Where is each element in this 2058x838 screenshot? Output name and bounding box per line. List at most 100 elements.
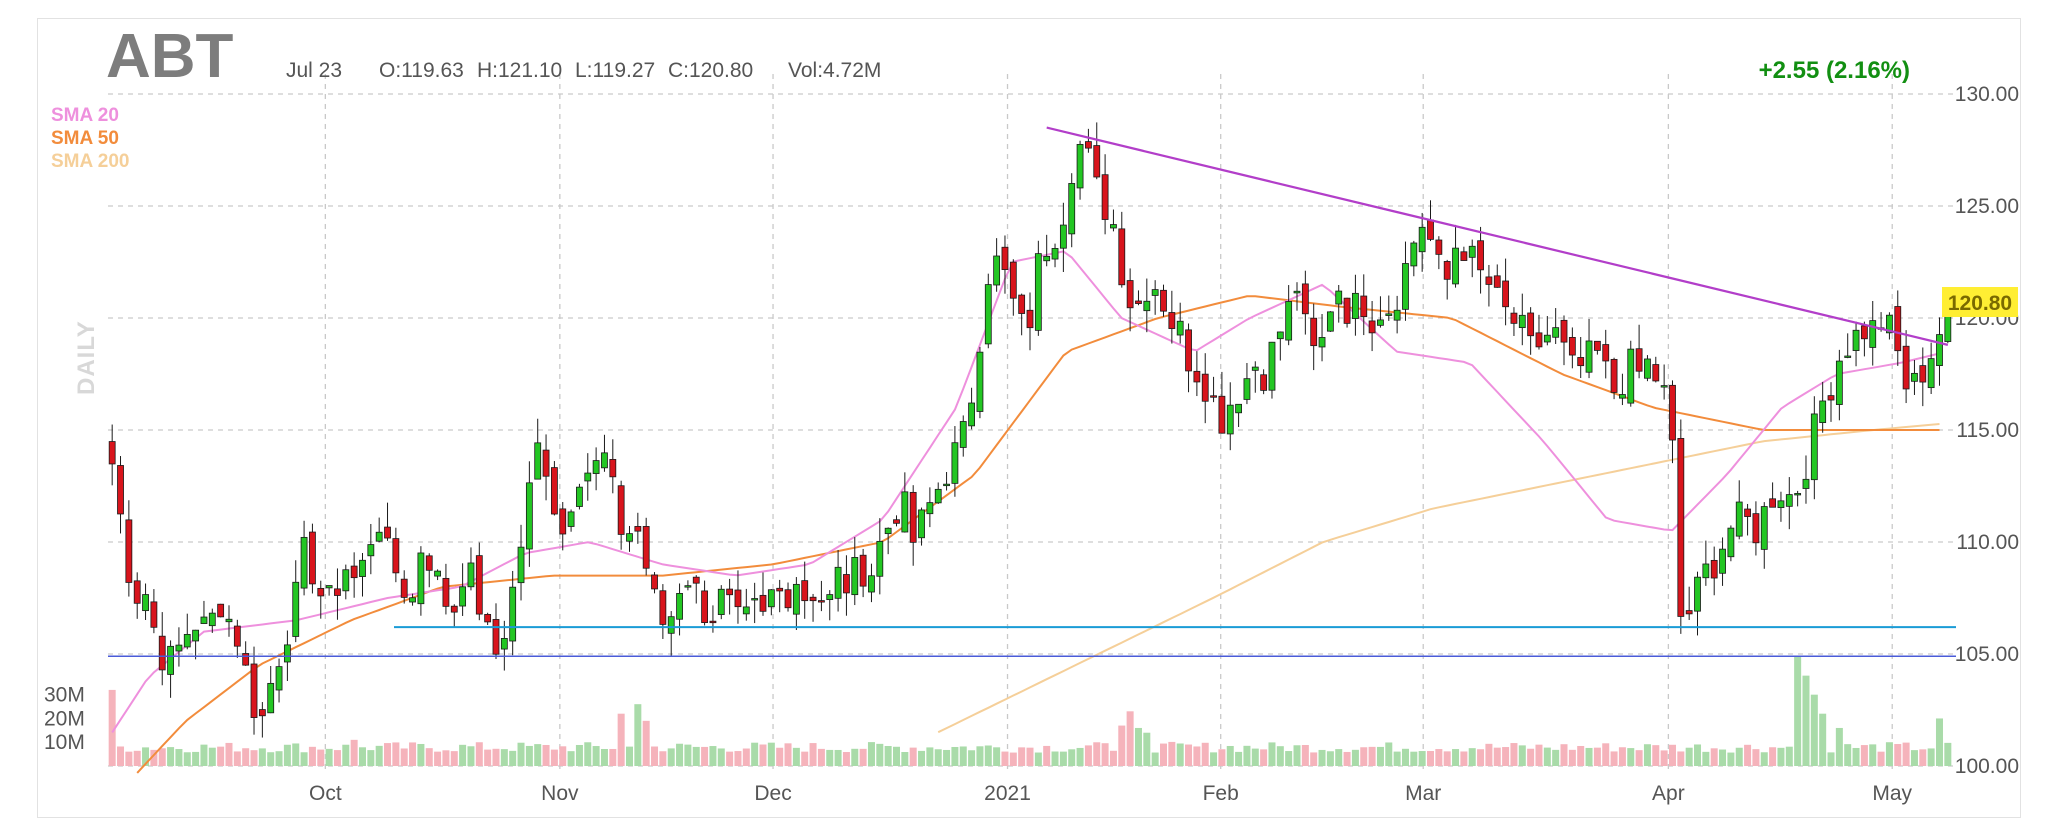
volume-bar [1794,656,1802,766]
candle-body [1819,400,1827,424]
volume-bar [1301,744,1309,766]
volume-bar [1535,744,1543,766]
candle-down [542,434,550,501]
volume-bar [943,749,951,766]
candle-up [1402,241,1409,321]
volume-bar [233,751,241,766]
candle-body [859,554,867,587]
volume-bar [1577,745,1585,766]
candle-up [1543,316,1551,346]
candle-up [1151,280,1159,315]
candle-up [901,472,909,533]
candle-up [826,590,834,621]
candle-body [1669,384,1676,441]
volume-bar [275,751,283,766]
candle-body [1844,355,1852,358]
candle-body [576,486,583,507]
candle-down [734,570,742,624]
candle-body [1644,358,1651,379]
candle-down [1168,290,1176,344]
candle-body [450,605,458,613]
candle-body [1201,373,1209,402]
volume-bar [1810,694,1818,766]
volume-bar [1502,747,1510,766]
candle-body [325,585,333,589]
candle-up [1243,363,1251,405]
volume-bar [1752,749,1760,766]
candle-up [1059,202,1067,272]
candle-body [1034,253,1042,331]
volume-bar [600,748,608,766]
candle-down [634,512,642,544]
candle-up [225,605,233,637]
volume-bar [1168,741,1176,766]
candle-up [342,564,350,600]
candle-body [1343,297,1351,324]
volume-bar [208,747,216,766]
candle-body [976,351,984,412]
candle-down [1310,303,1318,371]
candle-body [1293,290,1301,294]
volume-bar [1710,748,1718,766]
candle-body [1552,327,1560,338]
candle-body [1886,314,1893,334]
candle-body [1135,300,1142,304]
candle-up [851,537,859,606]
candle-body [1535,332,1543,348]
candle-down [1919,347,1927,407]
candle-body [759,594,767,612]
candle-body [1151,289,1159,296]
volume-bar [1226,745,1234,766]
volume-bars [108,656,1952,766]
volume-bar [1668,744,1676,766]
volume-bar [434,751,442,766]
volume-bar [158,748,166,766]
candle-body [1009,261,1017,299]
candle-body [1076,143,1084,189]
candle-body [167,645,174,675]
candle-body [1627,348,1635,404]
candle-down [1477,226,1484,294]
candle-body [1301,283,1309,315]
volume-bar [1460,751,1468,766]
candle-body [183,633,191,648]
candle-up [200,600,208,624]
volume-bar [1410,751,1418,766]
candle-body [1710,559,1718,579]
open-value: O:119.63 [379,59,464,82]
candle-body [868,575,875,593]
volume-bar [1243,745,1251,766]
candle-up [1235,403,1243,428]
candle-up [1468,239,1476,278]
volume-bar [534,744,542,766]
volume-bar [1151,752,1159,766]
volume-bar [667,748,675,766]
candle-up [576,483,583,510]
candle-up [1694,571,1701,636]
volume-bar [500,749,508,766]
stock-chart[interactable]: 130.00125.00120.00115.00110.00105.00100.… [38,19,2022,819]
volume-bar [1176,743,1184,766]
volume-bar [459,744,467,766]
volume-bar [1744,744,1752,766]
volume-bar [1769,747,1777,766]
volume-bar [1385,742,1393,766]
volume-bar [450,751,458,766]
candle-body [1468,245,1476,258]
candle-body [1610,358,1618,393]
volume-bar [300,752,308,766]
candle-down [125,500,133,597]
date-tick-label: 2021 [984,782,1031,805]
candle-down [909,485,917,566]
candle-up [1660,364,1668,400]
candle-body [692,576,700,584]
candle-down [475,542,483,621]
candle-down [1026,292,1034,351]
candle-body [1769,498,1777,508]
volume-bar [892,746,901,766]
candle-body [1226,404,1234,435]
candle-down [1185,323,1192,393]
candle-down [1610,357,1618,400]
candle-body [384,526,391,539]
candle-body [1093,145,1101,178]
